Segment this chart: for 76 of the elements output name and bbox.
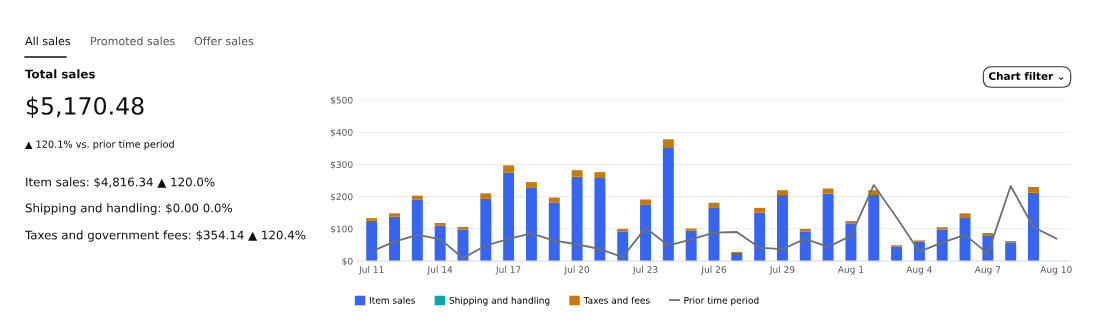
bar: [503, 172, 515, 261]
y-tick-label: $300: [330, 160, 353, 170]
bar: [959, 213, 971, 218]
bar: [525, 187, 537, 261]
bar: [754, 207, 766, 213]
y-tick-label: $100: [330, 225, 353, 234]
bar: [868, 194, 880, 261]
bar: [480, 198, 492, 261]
bar: [891, 246, 903, 261]
bar: [594, 177, 606, 261]
x-tick-label: Jul 17: [495, 265, 521, 275]
bar: [480, 193, 492, 199]
bar: [731, 252, 743, 261]
x-tick-label: Jul 26: [700, 265, 727, 275]
bar: [662, 139, 674, 148]
legend-label: Prior time period: [684, 296, 759, 306]
bar: [571, 176, 583, 261]
legend-label: Shipping and handling: [449, 296, 550, 306]
y-tick-label: $0: [342, 257, 353, 266]
x-tick-label: Jul 23: [632, 265, 658, 275]
bar: [936, 227, 948, 230]
bar: [525, 182, 537, 188]
x-tick-label: Jul 14: [427, 265, 453, 275]
bar: [503, 165, 515, 173]
bar: [1028, 192, 1039, 261]
bar: [662, 147, 674, 261]
bar: [434, 223, 446, 226]
text: Offer sales: [194, 36, 254, 46]
bar: [594, 172, 606, 178]
bar: [457, 229, 469, 261]
bar: [389, 213, 400, 217]
bar: [776, 194, 788, 261]
x-tick-label: Aug 10: [1040, 266, 1072, 275]
bar: [776, 190, 788, 195]
text: Chart filter ⌄: [989, 71, 1064, 81]
bar: [434, 225, 446, 261]
x-tick-label: Aug 1: [837, 266, 864, 275]
bar: [1028, 186, 1039, 193]
bar: [617, 231, 629, 261]
bar: [936, 229, 948, 261]
text: $5,170.48: [26, 96, 144, 118]
bar: [754, 212, 766, 261]
bar: [571, 170, 583, 177]
x-tick-label: Jul 11: [358, 265, 384, 275]
bar: [366, 220, 378, 261]
legend-label: Item sales: [369, 296, 416, 304]
bar: [822, 188, 834, 194]
text: Shipping and handling: $0.00 0.0%: [25, 203, 233, 215]
legend-label: Taxes and fees: [583, 296, 650, 304]
x-tick-label: Aug 7: [974, 266, 1001, 275]
text: All sales: [25, 36, 71, 46]
x-tick-label: Jul 29: [769, 265, 795, 275]
bar: [366, 218, 378, 221]
bar: [959, 217, 971, 261]
y-tick-label: $400: [330, 128, 353, 137]
bar: [845, 223, 857, 261]
x-tick-label: Jul 20: [563, 265, 590, 275]
text: Total sales: [25, 69, 95, 79]
bar: [389, 216, 400, 261]
x-tick-label: Aug 4: [906, 266, 932, 275]
bar: [822, 193, 834, 261]
bar: [548, 202, 560, 261]
text: ▲ 120.1% vs. prior time period: [25, 140, 174, 150]
text: Item sales: $4,816.34 ▲ 120.0%: [26, 177, 215, 188]
y-tick-label: $500: [330, 96, 353, 105]
bar: [640, 199, 652, 205]
bar: [685, 228, 697, 231]
y-tick-label: $200: [330, 193, 353, 202]
bar: [411, 199, 423, 261]
text: Promoted sales: [91, 36, 175, 46]
bar: [411, 195, 423, 200]
line-series: [370, 184, 1058, 260]
text: Taxes and government fees: $354.14 ▲ 120.4%: [24, 230, 306, 242]
bar: [799, 231, 811, 261]
bar: [1005, 242, 1017, 261]
bar: [640, 204, 652, 261]
